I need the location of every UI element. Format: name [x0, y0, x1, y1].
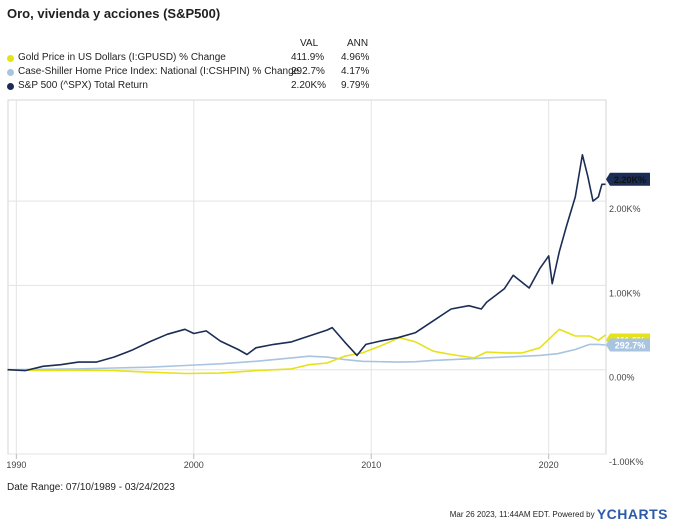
x-tick-label: 2000 [184, 460, 204, 470]
y-tick-label: 2.00K% [609, 204, 641, 214]
end-value-label-sp500: 292.7% [615, 341, 646, 351]
y-tick-label: 1.00K% [609, 288, 641, 298]
timestamp: Mar 26 2023, 11:44AM EDT. [449, 510, 551, 519]
legend-item-ann: 9.79% [341, 80, 370, 91]
end-value-label-gold: 2.20K% [614, 175, 646, 185]
ycharts-logo[interactable]: YCHARTS [596, 506, 668, 522]
legend-swatch [7, 55, 14, 62]
end-value-tag-gold [606, 172, 650, 186]
y-tick-label: -1.00K% [609, 457, 644, 467]
legend-item-name: S&P 500 (^SPX) Total Return [18, 80, 148, 91]
end-value-tag-sp500 [606, 338, 650, 352]
x-tick-label: 2010 [361, 460, 381, 470]
series-line-sp500 [7, 343, 606, 371]
footer-credit: Mar 26 2023, 11:44AM EDT. Powered by YCH… [450, 506, 668, 522]
series-line-gold [7, 154, 606, 372]
legend-item-name: Case-Shiller Home Price Index: National … [18, 66, 300, 77]
legend-item-name: Gold Price in US Dollars (I:GPUSD) % Cha… [18, 52, 226, 63]
legend-item-val: 411.9% [291, 52, 325, 63]
legend-item-ann: 4.17% [341, 66, 370, 77]
legend-swatch [7, 69, 14, 76]
legend-item-val: 2.20K% [291, 80, 327, 91]
y-tick-label: 0.00% [609, 373, 635, 383]
x-tick-label: 1990 [6, 460, 26, 470]
series-line-home-price [7, 328, 606, 375]
legend-col-ann: ANN [347, 38, 369, 49]
legend-item-val: 292.7% [291, 66, 325, 77]
date-range: Date Range: 07/10/1989 - 03/24/2023 [7, 482, 175, 493]
legend-swatch [7, 83, 14, 90]
legend-col-val: VAL [300, 38, 319, 49]
x-tick-label: 2020 [539, 460, 559, 470]
powered-by: Powered by [552, 510, 595, 519]
chart-title: Oro, vivienda y acciones (S&P500) [7, 6, 221, 21]
legend-item-ann: 4.96% [341, 52, 370, 63]
